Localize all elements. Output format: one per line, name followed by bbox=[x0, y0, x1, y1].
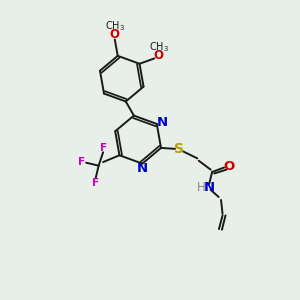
Text: H: H bbox=[197, 181, 206, 194]
Text: N: N bbox=[137, 162, 148, 176]
Text: O: O bbox=[110, 28, 120, 41]
Text: F: F bbox=[92, 178, 99, 188]
Text: S: S bbox=[174, 142, 184, 156]
Text: F: F bbox=[78, 157, 85, 167]
Text: N: N bbox=[157, 116, 168, 129]
Text: CH$_3$: CH$_3$ bbox=[105, 19, 125, 33]
Text: CH$_3$: CH$_3$ bbox=[149, 40, 169, 54]
Text: O: O bbox=[224, 160, 235, 172]
Text: F: F bbox=[100, 143, 107, 153]
Text: O: O bbox=[154, 49, 164, 62]
Text: N: N bbox=[204, 181, 215, 194]
